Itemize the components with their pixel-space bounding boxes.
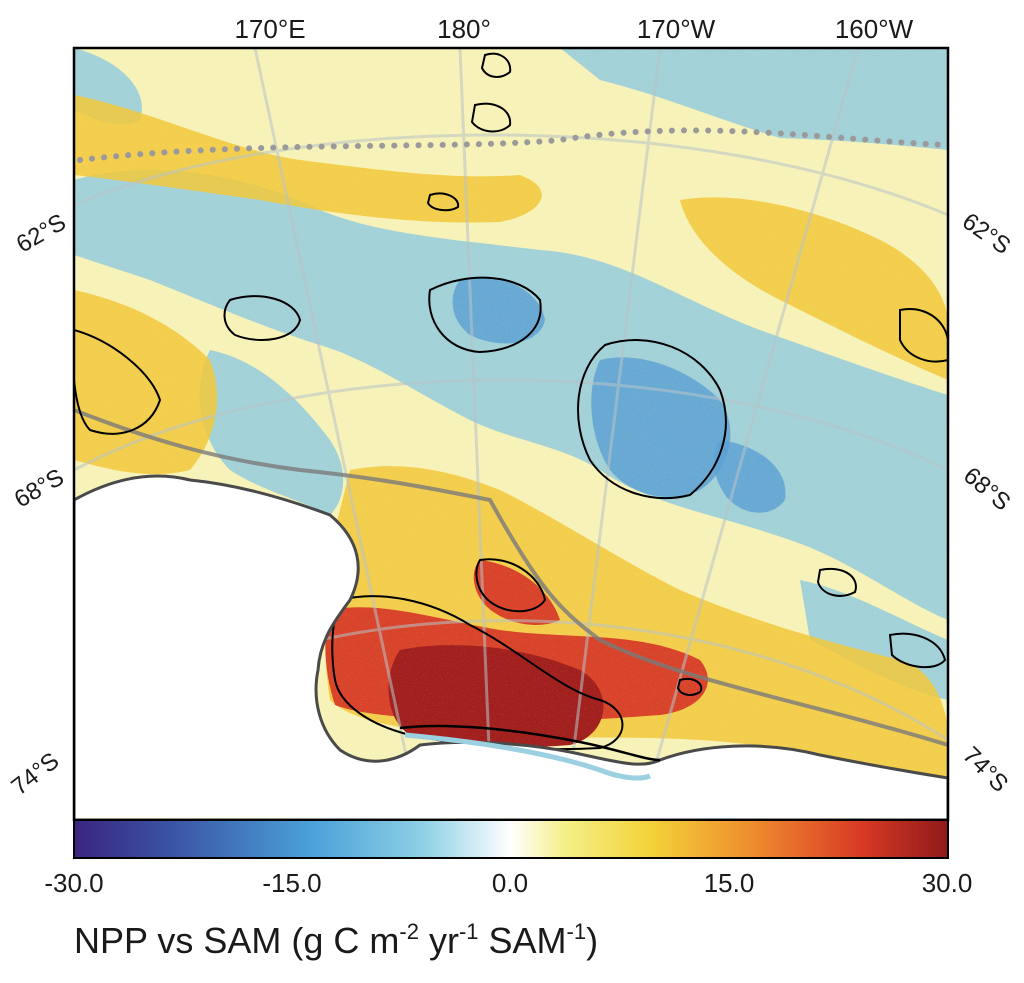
- contour-line: [899, 308, 948, 363]
- sea-ice-edge-line: [74, 408, 948, 747]
- latitude-labels-right: 62°S 68°S 74°S: [957, 208, 1015, 798]
- title-main: NPP vs SAM (g C m: [74, 920, 399, 961]
- front-dotted-line: [77, 127, 948, 163]
- contour-line: [676, 678, 703, 696]
- contour-line: [470, 102, 512, 133]
- parallel-line: [74, 133, 948, 217]
- lat-label-left-62s: 62°S: [12, 209, 71, 259]
- parallel-line: [74, 378, 948, 472]
- antarctic-land: [74, 474, 948, 820]
- colorbar-tick-label: 15.0: [704, 868, 755, 898]
- contour-line: [480, 52, 512, 78]
- meridian-line: [253, 48, 422, 820]
- title-sup: -1: [459, 919, 479, 944]
- latitude-labels-left: 62°S 68°S 74°S: [6, 209, 70, 801]
- lat-label-left-68s: 68°S: [10, 464, 69, 514]
- ice-shelf-fringe: [404, 732, 651, 781]
- colorbar: -30.0 -15.0 0.0 15.0 30.0: [44, 819, 973, 898]
- contour-line: [426, 192, 460, 212]
- title-sup: -2: [399, 919, 419, 944]
- contour-line: [74, 328, 162, 435]
- title-end: ): [586, 920, 598, 961]
- contour-line: [475, 558, 547, 613]
- colorbar-tick-label: -15.0: [262, 868, 321, 898]
- graticule: [74, 48, 948, 820]
- contour-line: [428, 276, 542, 354]
- map-panel: [74, 48, 948, 820]
- title-sup: -1: [567, 919, 587, 944]
- meridian-line: [563, 48, 662, 820]
- colorbar-tick-label: -30.0: [44, 868, 103, 898]
- colorbar-title: NPP vs SAM (g C m-2 yr-1 SAM-1): [74, 919, 598, 961]
- title-mid: yr: [419, 920, 459, 961]
- colorbar-tick-label: 0.0: [492, 868, 528, 898]
- contour-line: [816, 567, 857, 597]
- contour-line: [223, 295, 302, 341]
- lat-label-right-68s: 68°S: [958, 462, 1015, 516]
- lat-label-right-62s: 62°S: [957, 208, 1015, 260]
- contour-line: [331, 595, 624, 751]
- lon-label-160w: 160°W: [835, 14, 914, 44]
- meridian-line: [638, 48, 860, 820]
- title-mid: SAM: [479, 920, 567, 961]
- contour-line: [577, 339, 727, 500]
- lon-label-170e: 170°E: [234, 14, 305, 44]
- meridian-line: [458, 48, 494, 820]
- lat-label-left-74s: 74°S: [6, 747, 64, 800]
- colorbar-tick-label: 30.0: [922, 868, 973, 898]
- lat-label-right-74s: 74°S: [957, 742, 1013, 798]
- contour-line: [888, 632, 947, 669]
- longitude-labels: 170°E 180° 170°W 160°W: [234, 14, 913, 44]
- significance-contours: [74, 52, 948, 751]
- lon-label-180: 180°: [437, 14, 491, 44]
- lon-label-170w: 170°W: [637, 14, 716, 44]
- ice-shelf-edge: [399, 724, 661, 762]
- colorbar-bar: [73, 819, 949, 859]
